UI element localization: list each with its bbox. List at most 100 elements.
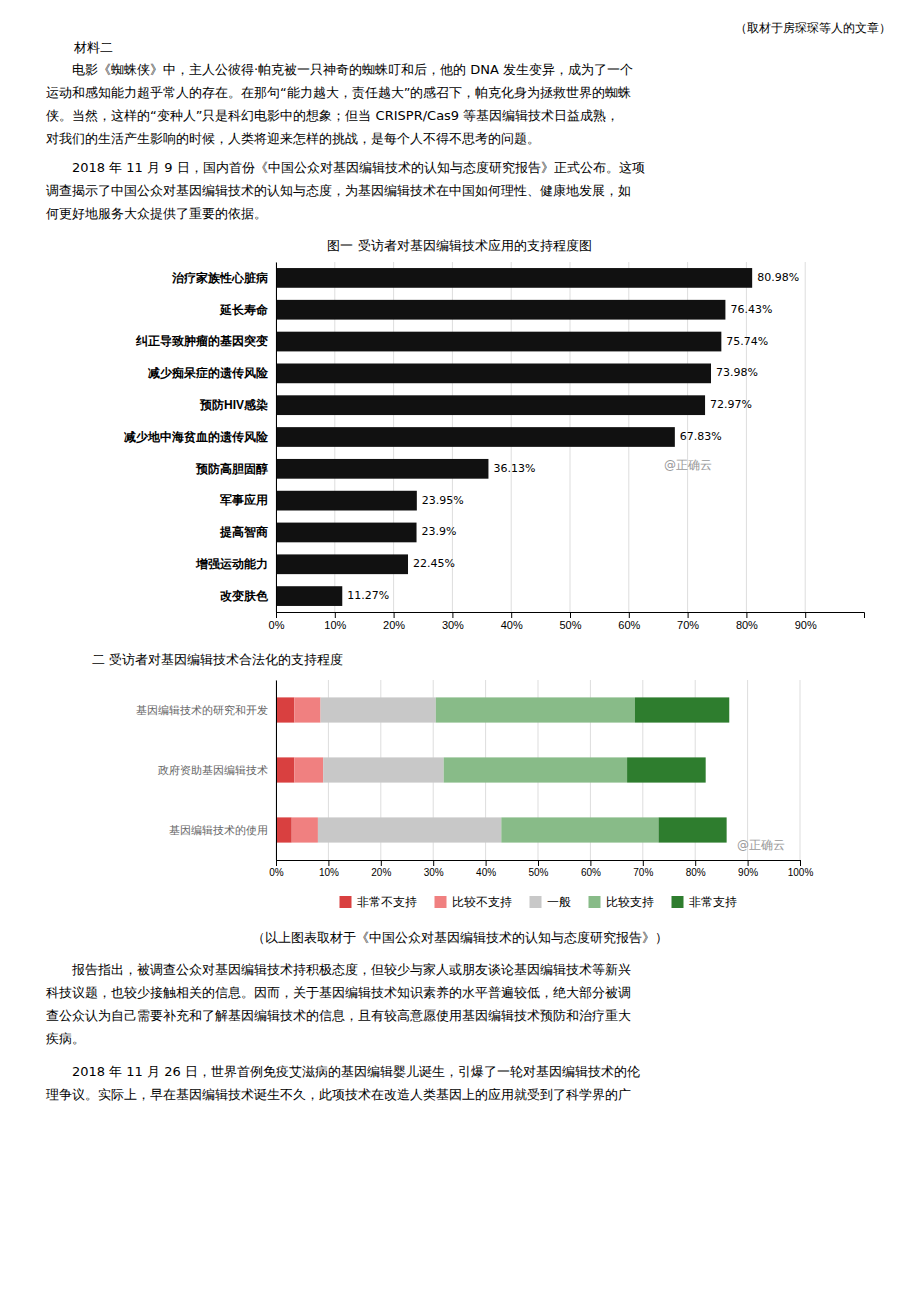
- x-axis: 0%10%20%30%40%50%60%70%80%90%: [269, 612, 865, 631]
- x-tick: 50%: [559, 612, 581, 631]
- x-tick-label: 80%: [736, 619, 758, 631]
- x-tick-mark: [748, 860, 749, 866]
- bar: [276, 459, 488, 479]
- grid-line: [276, 262, 277, 612]
- x-tick: 100%: [788, 860, 814, 878]
- data-label: 67.83%: [680, 430, 722, 443]
- y-tick-label: 减少痴呆症的遗传风险: [148, 366, 269, 380]
- grid-line: [805, 262, 806, 612]
- x-tick: 70%: [633, 860, 653, 878]
- x-tick-label: 60%: [581, 867, 601, 878]
- bar-segment: [276, 817, 292, 842]
- bar: [276, 586, 342, 606]
- x-tick: 70%: [677, 612, 699, 631]
- bar: [276, 364, 711, 384]
- legend-swatch: [672, 896, 684, 908]
- y-tick-label: 基因编辑技术的研究和开发: [136, 704, 268, 716]
- grid-line: [747, 680, 748, 860]
- x-axis-line: [277, 613, 865, 619]
- legend-item: 非常支持: [672, 895, 737, 909]
- chart: 图一 受访者对基因编辑技术应用的支持程度图80.98%76.43%75.74%7…: [124, 238, 865, 631]
- x-tick-mark: [538, 860, 539, 866]
- y-tick: 基因编辑技术的使用: [169, 824, 276, 836]
- paragraph-line: 运动和感知能力超乎常人的存在。在那句“能力越大，责任越大”的感召下，帕克化身为拯…: [46, 85, 631, 100]
- y-tick: 治疗家族性心脏病: [171, 271, 276, 285]
- x-tick-mark: [695, 860, 696, 866]
- data-label: 22.45%: [413, 557, 455, 570]
- y-tick: 延长寿命: [219, 303, 276, 317]
- chart-title: 图一 受访者对基因编辑技术应用的支持程度图: [327, 238, 591, 253]
- x-tick-mark: [746, 612, 747, 618]
- x-tick: 20%: [371, 860, 391, 878]
- x-tick: 80%: [686, 860, 706, 878]
- paragraph-line: 报告指出，被调查公众对基因编辑技术持积极态度，但较少与家人或朋友谈论基因编辑技术…: [71, 962, 631, 977]
- x-tick-label: 90%: [738, 867, 758, 878]
- y-tick: 预防高胆固醇: [195, 462, 276, 476]
- x-tick-mark: [276, 612, 277, 618]
- y-tick: 改变肤色: [220, 589, 276, 603]
- x-tick: 20%: [383, 612, 405, 631]
- y-tick: 基因编辑技术的研究和开发: [136, 704, 276, 716]
- paragraph-line: 2018 年 11 月 9 日，国内首份《中国公众对基因编辑技术的认知与态度研究…: [72, 160, 645, 175]
- y-axis: 基因编辑技术的研究和开发政府资助基因编辑技术基因编辑技术的使用: [136, 681, 277, 861]
- x-tick: 30%: [442, 612, 464, 631]
- x-tick-label: 10%: [324, 619, 346, 631]
- x-tick-label: 80%: [686, 867, 706, 878]
- x-axis-line: [277, 861, 801, 867]
- x-tick-mark: [381, 860, 382, 866]
- x-tick-label: 30%: [442, 619, 464, 631]
- x-tick-label: 50%: [559, 619, 581, 631]
- bar-segment: [436, 697, 635, 722]
- x-tick-label: 0%: [269, 619, 285, 631]
- x-tick-mark: [688, 612, 689, 618]
- data-label: 72.97%: [710, 398, 752, 411]
- bar-segment: [627, 757, 706, 782]
- bar: [276, 268, 752, 288]
- y-tick: 预防HIV感染: [199, 398, 276, 412]
- legend-swatch: [589, 896, 601, 908]
- bar-segment: [276, 697, 294, 722]
- x-tick-mark: [511, 612, 512, 618]
- x-tick-label: 100%: [788, 867, 814, 878]
- citation: （以上图表取材于《中国公众对基因编辑技术的认知与态度研究报告》）: [252, 930, 668, 945]
- bar-segment: [659, 817, 727, 842]
- legend-item: 比较不支持: [435, 895, 512, 909]
- bar: [276, 554, 408, 574]
- paragraph-line: 科技议题，也较少接触相关的信息。因而，关于基因编辑技术知识素养的水平普遍较低，绝…: [46, 985, 631, 1000]
- legend-item: 一般: [530, 895, 571, 909]
- y-tick: 纠正导致肿瘤的基因突变: [135, 334, 276, 348]
- y-axis: 治疗家族性心脏病延长寿命纠正导致肿瘤的基因突变减少痴呆症的遗传风险预防HIV感染…: [124, 263, 277, 613]
- bar-segment: [501, 817, 658, 842]
- paragraph-line: 对我们的生活产生影响的时候，人类将迎来怎样的挑战，是每个人不得不思考的问题。: [46, 131, 540, 146]
- x-tick-mark: [486, 860, 487, 866]
- bar-segment: [321, 697, 436, 722]
- x-tick-mark: [394, 612, 395, 618]
- x-tick: 90%: [738, 860, 758, 878]
- data-label: 76.43%: [730, 303, 772, 316]
- bar-segment: [444, 757, 627, 782]
- x-tick-mark: [643, 860, 644, 866]
- y-tick-label: 纠正导致肿瘤的基因突变: [135, 334, 268, 348]
- paragraph-line: 疾病。: [46, 1031, 85, 1046]
- legend-swatch: [340, 896, 352, 908]
- annotation: @正确云: [737, 838, 785, 852]
- background: [0, 0, 919, 1302]
- legend-label: 非常支持: [689, 895, 737, 909]
- bar: [276, 300, 725, 320]
- paragraph-line: 电影《蜘蛛侠》中，主人公彼得·帕克被一只神奇的蜘蛛叮和后，他的 DNA 发生变异…: [72, 62, 633, 77]
- x-tick-label: 40%: [476, 867, 496, 878]
- x-tick: 40%: [501, 612, 523, 631]
- marks: [276, 268, 752, 606]
- paragraph-line: 调查揭示了中国公众对基因编辑技术的认知与态度，为基因编辑技术在中国如何理性、健康…: [46, 183, 631, 198]
- data-label: 23.9%: [422, 525, 457, 538]
- bar: [276, 427, 675, 447]
- x-tick-label: 30%: [424, 867, 444, 878]
- bar-segment: [276, 757, 294, 782]
- y-tick-label: 基因编辑技术的使用: [169, 824, 268, 836]
- grid-line: [800, 680, 801, 860]
- legend-item: 比较支持: [589, 895, 654, 909]
- x-tick-label: 90%: [795, 619, 817, 631]
- x-tick-label: 40%: [501, 619, 523, 631]
- y-tick: 减少地中海贫血的遗传风险: [124, 430, 276, 444]
- y-tick-label: 治疗家族性心脏病: [171, 271, 268, 285]
